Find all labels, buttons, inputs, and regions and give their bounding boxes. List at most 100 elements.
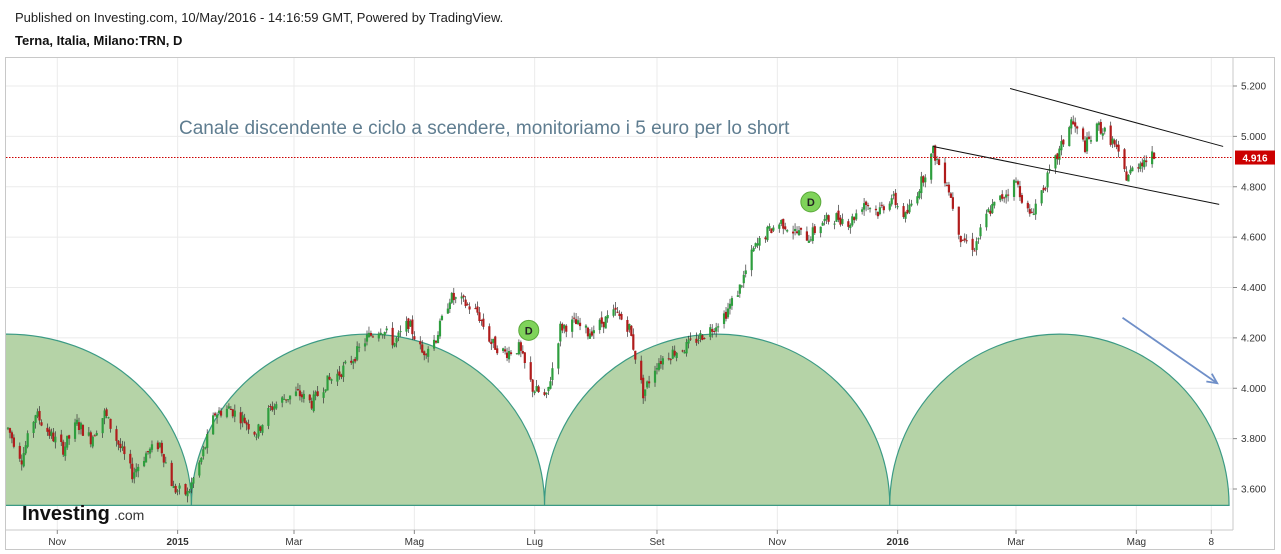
- candle-body: [930, 153, 933, 180]
- candle-body: [261, 424, 264, 433]
- candle-body: [864, 201, 868, 206]
- candle-body: [239, 412, 242, 424]
- candle-body: [793, 228, 797, 231]
- candle-body: [896, 206, 899, 208]
- candle-body: [1115, 144, 1118, 147]
- candle-body: [468, 306, 471, 310]
- candle-body: [204, 447, 207, 449]
- candle-body: [502, 348, 505, 351]
- candle-body: [661, 358, 664, 365]
- x-tick-label: Mar: [1007, 537, 1025, 548]
- candle-body: [876, 212, 880, 217]
- candle-body: [545, 392, 548, 395]
- candle-body: [1044, 188, 1047, 190]
- candle-body: [436, 335, 440, 344]
- candle-body: [764, 237, 767, 240]
- candle-body: [740, 285, 743, 287]
- candles: [6, 115, 1156, 503]
- candle-body: [659, 361, 663, 364]
- candle-body: [1089, 140, 1093, 142]
- candle-body: [722, 313, 726, 324]
- candle-body: [797, 230, 801, 236]
- candle-body: [1123, 149, 1126, 170]
- candle-body: [480, 319, 483, 321]
- candle-body: [95, 433, 98, 436]
- candle-body: [227, 406, 231, 409]
- candle-body: [851, 216, 854, 226]
- candle-body: [474, 308, 477, 310]
- cycle-arch: [543, 333, 891, 506]
- candle-body: [606, 315, 609, 319]
- x-tick-label: Nov: [768, 537, 786, 548]
- candle-body: [517, 342, 520, 355]
- candle-body: [8, 428, 12, 433]
- candle-body: [344, 361, 347, 364]
- candle-body: [975, 241, 978, 251]
- candle-body: [726, 308, 730, 318]
- candle-body: [945, 185, 949, 187]
- candle-body: [628, 324, 631, 330]
- candle-body: [961, 239, 964, 241]
- candle-body: [634, 350, 637, 360]
- candle-body: [350, 360, 353, 363]
- candle-body: [598, 319, 601, 331]
- axes: 5.200 5.000 4.800 4.600 4.400 4.200 4.000 3.800…: [6, 58, 1275, 548]
- candle-body: [742, 274, 745, 284]
- candle-body: [600, 317, 603, 324]
- candle-body: [54, 436, 57, 443]
- candle-body: [728, 303, 732, 309]
- candle-body: [300, 394, 304, 398]
- candle-body: [916, 196, 919, 204]
- x-tick-label: 2016: [887, 537, 910, 548]
- candle-body: [791, 231, 795, 234]
- x-tick-label: Nov: [48, 537, 66, 548]
- y-tick-label: 4.000: [1241, 384, 1266, 395]
- candle-body: [68, 435, 71, 439]
- candle-body: [452, 292, 455, 301]
- candle-body: [549, 381, 552, 389]
- candle-body: [271, 406, 274, 411]
- candle-body: [809, 239, 812, 241]
- cycle-arch: [6, 333, 193, 506]
- candle-body: [1139, 163, 1142, 170]
- chart-frame: [5, 57, 1275, 550]
- candle-body: [146, 451, 150, 453]
- candle-body: [1014, 181, 1018, 183]
- candle-body: [821, 222, 824, 226]
- candle-body: [841, 219, 844, 224]
- candle-body: [1040, 190, 1043, 204]
- candle-body: [1152, 152, 1156, 159]
- candle-body: [1046, 172, 1049, 188]
- candle-body: [963, 238, 966, 241]
- candle-body: [133, 472, 136, 479]
- candle-body: [1007, 194, 1010, 196]
- candle-body: [730, 298, 734, 306]
- candle-body: [48, 429, 51, 436]
- candle-body: [285, 399, 288, 401]
- candle-body: [188, 490, 191, 493]
- candle-body: [584, 325, 588, 328]
- candle-body: [328, 376, 331, 380]
- channel-line: [933, 145, 1220, 205]
- candle-body: [330, 379, 333, 381]
- candle-body: [699, 333, 702, 340]
- candle-body: [592, 330, 595, 334]
- candle-body: [1062, 139, 1065, 145]
- candle-body: [837, 210, 840, 220]
- candle-body: [1018, 186, 1022, 198]
- candle-body: [1145, 160, 1148, 163]
- candle-body: [772, 227, 775, 231]
- candle-body: [273, 406, 276, 410]
- candle-body: [515, 353, 519, 355]
- candle-body: [434, 340, 438, 343]
- candle-body: [949, 193, 953, 198]
- candle-body: [162, 454, 165, 463]
- candle-body: [849, 224, 852, 229]
- candle-body: [365, 334, 369, 342]
- candle-body: [973, 250, 976, 252]
- candle-body: [630, 325, 633, 336]
- candle-body: [894, 192, 897, 206]
- candle-body: [709, 327, 712, 337]
- candle-body: [1001, 194, 1004, 199]
- candle-body: [369, 332, 373, 336]
